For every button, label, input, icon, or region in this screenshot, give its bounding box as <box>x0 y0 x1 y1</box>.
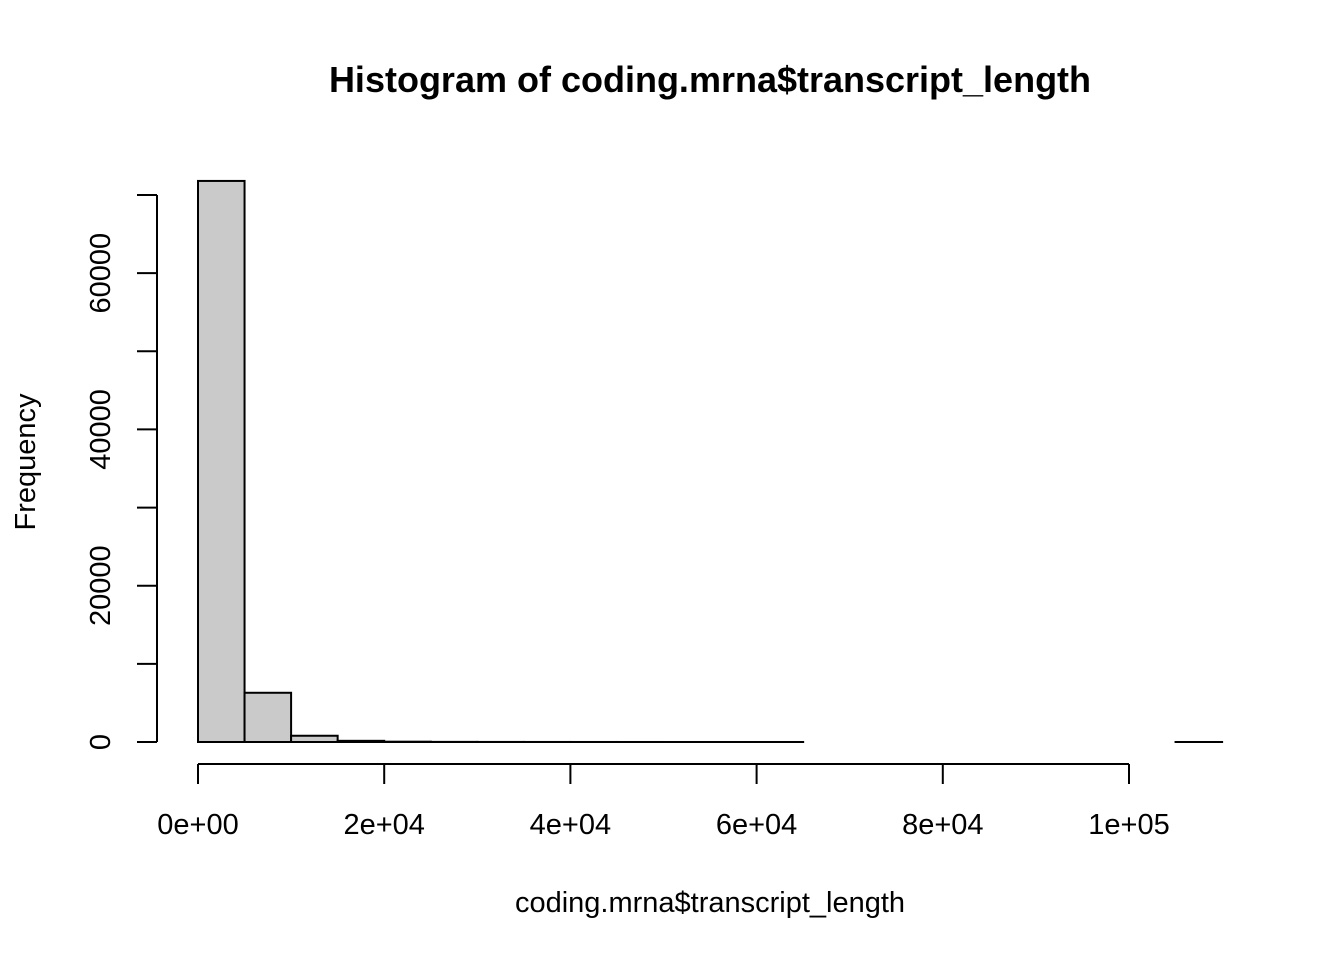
y-tick-label: 40000 <box>85 389 117 470</box>
x-axis-label: coding.mrna$transcript_length <box>515 887 905 919</box>
x-tick-label: 4e+04 <box>530 809 611 841</box>
y-tick-label: 0 <box>85 734 117 750</box>
y-tick-label: 20000 <box>85 545 117 626</box>
x-axis: 0e+00 2e+04 4e+04 6e+04 8e+04 1e+05 <box>157 763 1170 841</box>
histogram-bar <box>197 179 246 744</box>
x-tick-label: 1e+05 <box>1088 809 1169 841</box>
x-tick-label: 6e+04 <box>716 809 797 841</box>
chart-title: Histogram of coding.mrna$transcript_leng… <box>329 59 1091 100</box>
histogram-bar <box>243 691 293 744</box>
y-axis-label: Frequency <box>10 393 42 531</box>
x-tick-label: 0e+00 <box>157 809 238 841</box>
histogram-bar <box>290 734 339 744</box>
histogram-bar <box>336 739 386 744</box>
histogram-bars <box>197 179 1224 744</box>
y-tick-label: 60000 <box>85 233 117 314</box>
y-axis: 0 20000 40000 60000 <box>85 194 158 750</box>
x-tick-label: 2e+04 <box>343 809 424 841</box>
x-tick-label: 8e+04 <box>902 809 983 841</box>
